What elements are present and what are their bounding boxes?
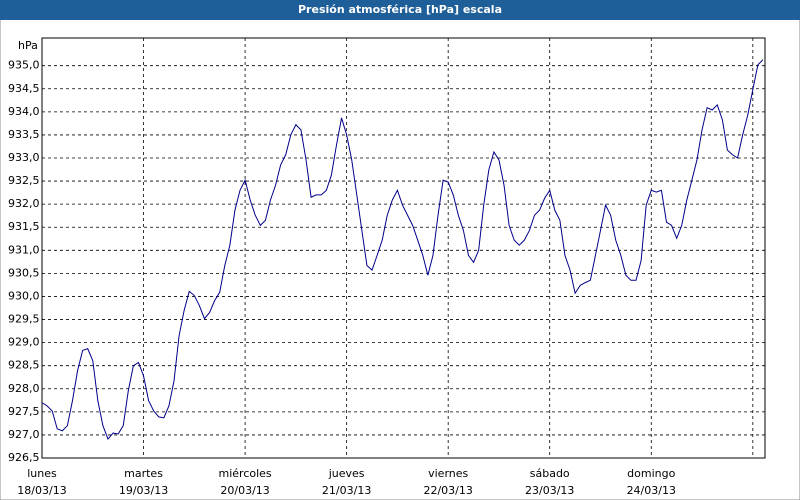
x-tick-label: sábado (530, 467, 570, 480)
y-tick-label: 935,0 (8, 59, 40, 72)
x-tick-sublabel: 24/03/13 (627, 484, 676, 497)
y-tick-label: 933,5 (8, 128, 40, 141)
y-tick-label: 930,5 (8, 266, 40, 279)
x-tick-label: lunes (27, 467, 57, 480)
y-tick-label: 927,5 (8, 405, 40, 418)
x-tick-sublabel: 18/03/13 (17, 484, 66, 497)
y-tick-label: 930,0 (8, 289, 40, 302)
x-tick-label: viernes (428, 467, 468, 480)
x-tick-label: martes (124, 467, 163, 480)
x-tick-sublabel: 21/03/13 (322, 484, 371, 497)
x-tick-sublabel: 20/03/13 (220, 484, 269, 497)
y-tick-label: 934,0 (8, 105, 40, 118)
y-tick-label: 931,0 (8, 243, 40, 256)
title-bar (0, 0, 800, 20)
chart-title: Presión atmosférica [hPa] escala (298, 3, 502, 16)
x-tick-sublabel: 19/03/13 (119, 484, 168, 497)
y-tick-label: 929,0 (8, 336, 40, 349)
x-tick-sublabel: 22/03/13 (423, 484, 472, 497)
x-tick-label: miércoles (219, 467, 272, 480)
y-tick-label: 926,5 (8, 451, 40, 464)
y-tick-label: 932,0 (8, 197, 40, 210)
y-tick-label: 929,5 (8, 313, 40, 326)
y-tick-label: 931,5 (8, 220, 40, 233)
y-tick-label: 928,5 (8, 359, 40, 372)
x-tick-label: domingo (627, 467, 675, 480)
y-tick-label: 927,0 (8, 428, 40, 441)
x-tick-label: jueves (328, 467, 365, 480)
y-unit: hPa (18, 39, 38, 52)
y-tick-label: 928,0 (8, 382, 40, 395)
y-tick-label: 932,5 (8, 174, 40, 187)
data-line (41, 59, 764, 441)
x-tick-sublabel: 23/03/13 (525, 484, 574, 497)
plot-frame (41, 37, 766, 459)
y-tick-label: 933,0 (8, 151, 40, 164)
y-tick-label: 934,5 (8, 82, 40, 95)
